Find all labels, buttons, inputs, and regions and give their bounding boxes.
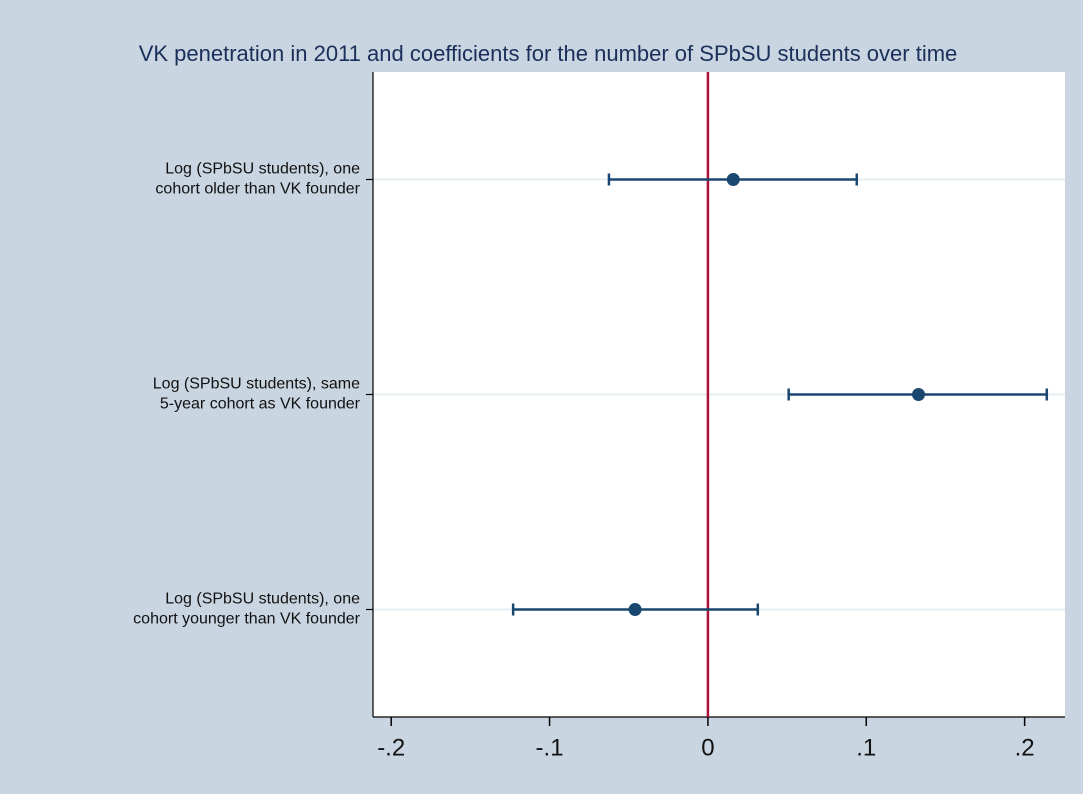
y-tick-label: Log (SPbSU students), same — [153, 376, 360, 393]
y-tick-label: cohort older than VK founder — [155, 181, 360, 198]
y-tick-label: cohort younger than VK founder — [133, 611, 360, 628]
x-tick-label: -.1 — [536, 734, 564, 761]
point — [726, 173, 740, 186]
point — [912, 388, 926, 401]
x-tick-label: .2 — [1015, 734, 1035, 761]
x-tick-label: .1 — [856, 734, 876, 761]
x-tick-label: -.2 — [377, 734, 405, 761]
y-tick-label: Log (SPbSU students), one — [165, 591, 360, 608]
chart-title: VK penetration in 2011 and coefficients … — [139, 41, 958, 66]
x-tick-label: 0 — [701, 734, 714, 761]
point — [628, 603, 642, 616]
y-tick-label: Log (SPbSU students), one — [165, 161, 360, 178]
y-tick-label: 5-year cohort as VK founder — [160, 396, 361, 413]
